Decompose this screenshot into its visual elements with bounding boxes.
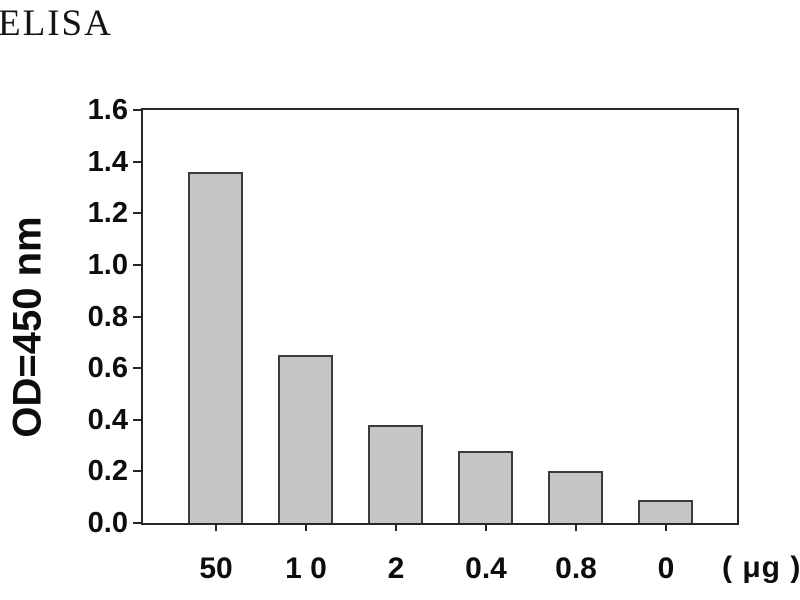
bar-50 [188, 172, 243, 523]
y-tick [133, 419, 141, 421]
y-axis-title: OD=450 nm [5, 216, 50, 438]
y-tick [133, 264, 141, 266]
figure-title: ELISA [0, 3, 113, 44]
y-tick-label: 1.4 [87, 146, 128, 178]
x-tick-label: 1 0 [285, 552, 327, 585]
y-tick-label: 0.6 [87, 352, 128, 384]
y-tick [133, 161, 141, 163]
x-tick-label: 50 [199, 552, 233, 585]
bar-10 [278, 355, 333, 523]
y-tick-label: 1.6 [87, 94, 128, 126]
y-tick [133, 470, 141, 472]
bar-0.8 [548, 471, 603, 523]
y-tick-label: 0.2 [87, 455, 128, 487]
x-tick [665, 525, 667, 531]
bar-2 [368, 425, 423, 523]
y-tick-label: 1.2 [87, 197, 128, 229]
x-tick [395, 525, 397, 531]
x-tick [215, 525, 217, 531]
x-tick [305, 525, 307, 531]
y-tick-label: 0.0 [87, 507, 128, 539]
x-tick-label: 2 [387, 552, 405, 585]
bar-0 [638, 500, 693, 523]
x-axis-unit-label: ( μg ) [722, 551, 800, 584]
x-tick [485, 525, 487, 531]
x-tick [575, 525, 577, 531]
y-tick [133, 212, 141, 214]
y-tick [133, 109, 141, 111]
y-tick-label: 0.8 [87, 301, 128, 333]
x-tick-label: 0.8 [555, 552, 597, 585]
x-tick-label: 0 [657, 552, 675, 585]
y-tick [133, 316, 141, 318]
y-tick-label: 1.0 [87, 249, 128, 281]
bar-0.4 [458, 451, 513, 523]
y-tick [133, 367, 141, 369]
x-tick-label: 0.4 [465, 552, 507, 585]
y-tick [133, 522, 141, 524]
y-tick-label: 0.4 [87, 404, 128, 436]
plot-area [141, 108, 739, 525]
